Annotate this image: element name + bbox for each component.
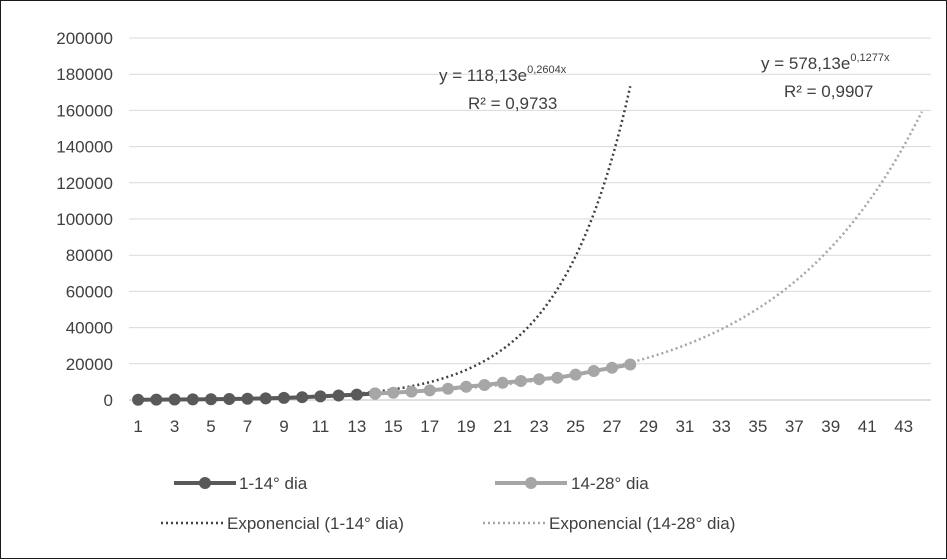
y-tick-label: 20000 bbox=[66, 355, 113, 374]
series-2-point bbox=[606, 361, 619, 374]
x-tick-label: 35 bbox=[748, 417, 767, 436]
x-tick-label: 21 bbox=[493, 417, 512, 436]
series-2-point bbox=[405, 385, 418, 398]
series-2-point bbox=[478, 378, 491, 391]
trendline-equation-1: y = 118,13e0,2604x bbox=[439, 64, 567, 85]
series-1-point bbox=[223, 392, 236, 405]
series-2-point bbox=[496, 376, 509, 389]
x-tick-label: 13 bbox=[347, 417, 366, 436]
y-tick-label: 80000 bbox=[66, 246, 113, 265]
legend-marker-series-2 bbox=[525, 477, 537, 489]
y-tick-label: 40000 bbox=[66, 319, 113, 338]
legend-label-series-1: 1-14° dia bbox=[239, 474, 308, 493]
y-tick-label: 0 bbox=[104, 391, 113, 410]
series-layer bbox=[132, 358, 637, 406]
series-1-point bbox=[241, 392, 254, 405]
trendline-equation-1-exponent: 0,2604x bbox=[527, 64, 567, 76]
x-tick-label: 29 bbox=[639, 417, 658, 436]
x-tick-label: 17 bbox=[420, 417, 439, 436]
legend-label-trend-1: Exponencial (1-14° dia) bbox=[227, 514, 404, 533]
series-1-point bbox=[314, 390, 327, 403]
series-2-point bbox=[369, 387, 382, 400]
x-tick-label: 25 bbox=[566, 417, 585, 436]
legend-marker-series-1 bbox=[199, 477, 211, 489]
series-2-point bbox=[460, 380, 473, 393]
y-tick-label: 100000 bbox=[56, 210, 113, 229]
series-1-point bbox=[205, 393, 218, 406]
x-tick-label: 11 bbox=[312, 417, 330, 436]
x-tick-label: 15 bbox=[384, 417, 403, 436]
series-2-point bbox=[533, 373, 546, 386]
x-tick-label: 5 bbox=[206, 417, 215, 436]
series-2-point bbox=[387, 386, 400, 399]
trendline-2 bbox=[375, 111, 924, 395]
series-1-point bbox=[332, 389, 345, 402]
series-2-point bbox=[441, 382, 454, 395]
trendline-layer bbox=[138, 85, 924, 401]
y-tick-label: 120000 bbox=[56, 174, 113, 193]
series-1-point bbox=[277, 391, 290, 404]
trendline-equation-2-exponent: 0,1277x bbox=[850, 52, 890, 64]
series-1-point bbox=[296, 391, 309, 404]
series-1-point bbox=[350, 388, 363, 401]
series-2-point bbox=[587, 365, 600, 378]
x-tick-label: 33 bbox=[712, 417, 731, 436]
trendline-equation-2: y = 578,13e0,1277x bbox=[761, 52, 890, 73]
x-tick-label: 1 bbox=[133, 417, 142, 436]
series-2-point bbox=[569, 368, 582, 381]
y-tick-label: 180000 bbox=[56, 65, 113, 84]
legend: 1-14° dia 14-28° dia Exponencial (1-14° … bbox=[161, 474, 735, 533]
grid-layer bbox=[129, 37, 931, 401]
y-tick-label: 140000 bbox=[56, 138, 113, 157]
x-tick-label: 3 bbox=[170, 417, 179, 436]
series-1-point bbox=[150, 393, 163, 406]
series-1-point bbox=[186, 393, 199, 406]
x-tick-label: 39 bbox=[821, 417, 840, 436]
trendline-1 bbox=[138, 85, 632, 401]
series-1-point bbox=[259, 392, 272, 405]
x-tick-label: 41 bbox=[858, 417, 877, 436]
series-2-point bbox=[423, 384, 436, 397]
legend-label-trend-2: Exponencial (14-28° dia) bbox=[549, 514, 735, 533]
series-1-point bbox=[168, 393, 181, 406]
y-tick-label: 160000 bbox=[56, 101, 113, 120]
series-2-point bbox=[514, 375, 527, 387]
x-tick-label: 9 bbox=[279, 417, 288, 436]
x-tick-label: 31 bbox=[675, 417, 694, 436]
x-axis-ticks: 1 3 5 7 9 11 13 15 17 19 21 23 25 27 29 31 33 35 37 39 41 43 bbox=[133, 417, 913, 436]
x-tick-label: 19 bbox=[457, 417, 476, 436]
y-tick-label: 200000 bbox=[56, 29, 113, 48]
x-tick-label: 7 bbox=[243, 417, 252, 436]
y-tick-label: 60000 bbox=[66, 282, 113, 301]
x-tick-label: 37 bbox=[785, 417, 804, 436]
x-tick-label: 27 bbox=[603, 417, 622, 436]
series-2-point bbox=[624, 358, 637, 371]
x-tick-label: 23 bbox=[530, 417, 549, 436]
trendline-equation-1-prefix: y = 118,13e bbox=[439, 66, 527, 85]
legend-label-series-2: 14-28° dia bbox=[571, 474, 649, 493]
x-tick-label: 43 bbox=[894, 417, 913, 436]
y-axis-ticks: 0 20000 40000 60000 80000 100000 120000 140000 1… bbox=[56, 29, 113, 410]
trendline-equation-2-prefix: y = 578,13e bbox=[761, 54, 850, 73]
series-1-point bbox=[132, 393, 145, 406]
series-2-point bbox=[551, 371, 564, 384]
trendline-r2-1: R² = 0,9733 bbox=[468, 94, 557, 113]
trendline-r2-2: R² = 0,9907 bbox=[784, 82, 873, 101]
